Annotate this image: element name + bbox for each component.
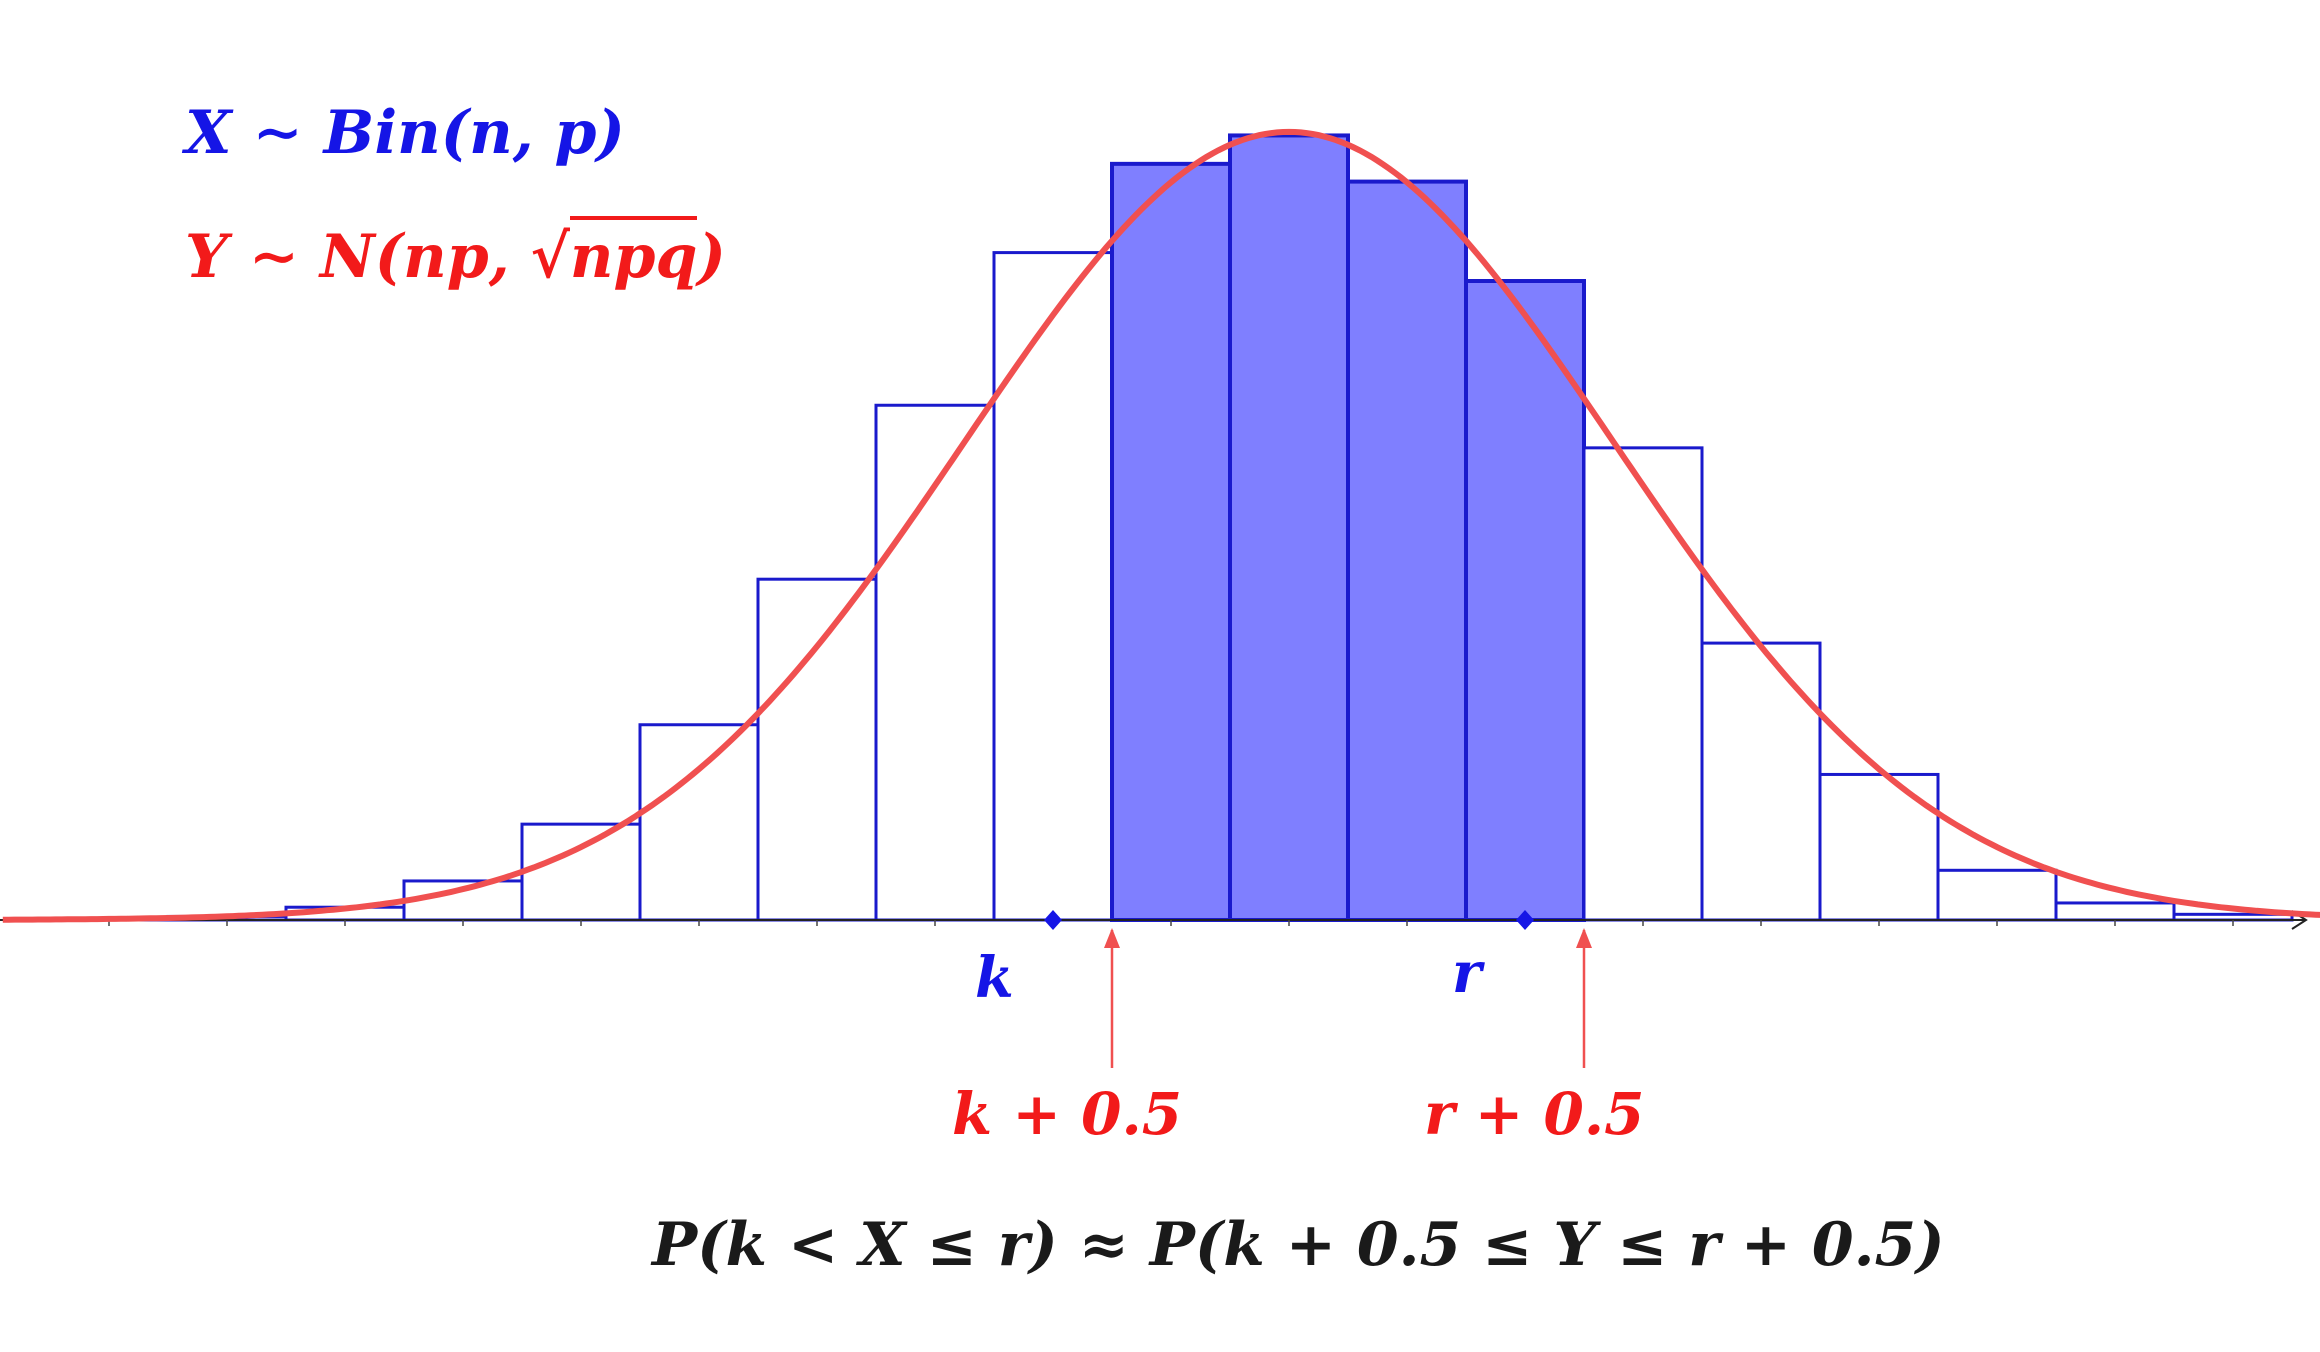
bar-13 xyxy=(1582,446,1704,922)
bar-10 xyxy=(1228,133,1350,922)
bar-17 xyxy=(2054,901,2176,922)
bar-12 xyxy=(1464,279,1586,922)
bar-14 xyxy=(1700,641,1822,922)
correction-arrows xyxy=(1104,928,1592,1068)
bar-6 xyxy=(756,577,878,922)
probability-approximation: P(k < X ≤ r) ≈ P(k + 0.5 ≤ Y ≤ r + 0.5) xyxy=(652,1210,1945,1280)
legend-normal-suffix: ) xyxy=(697,222,726,292)
legend-normal: Y ∼ N(np, √npq) xyxy=(185,216,726,292)
r-label: r xyxy=(1452,940,1482,1006)
bar-7 xyxy=(874,403,996,922)
r-plus-half-label: r + 0.5 xyxy=(1424,1080,1645,1148)
arrow-head-k_plus xyxy=(1104,928,1120,948)
bar-15 xyxy=(1818,772,1940,922)
marker-k xyxy=(1044,910,1062,930)
bar-16 xyxy=(1936,868,2058,922)
legend-normal-prefix: Y ∼ N(np, xyxy=(185,222,531,292)
sqrt-argument: npq xyxy=(569,216,698,292)
k-label: k xyxy=(975,945,1014,1011)
bar-5 xyxy=(638,723,760,922)
point-markers xyxy=(1044,910,1534,930)
bar-4 xyxy=(520,822,642,922)
x-axis-ticks xyxy=(108,920,2234,926)
legend-binomial: X ∼ Bin(n, p) xyxy=(185,98,625,168)
marker-r xyxy=(1516,910,1534,930)
histogram-bars xyxy=(48,133,2294,923)
bar-9 xyxy=(1110,161,1232,923)
arrow-head-r_plus xyxy=(1576,928,1592,948)
k-plus-half-label: k + 0.5 xyxy=(952,1080,1183,1148)
bar-11 xyxy=(1346,179,1468,923)
normal-curve xyxy=(2,128,2320,923)
bar-8 xyxy=(992,251,1114,922)
sqrt-symbol: √ xyxy=(530,222,570,292)
